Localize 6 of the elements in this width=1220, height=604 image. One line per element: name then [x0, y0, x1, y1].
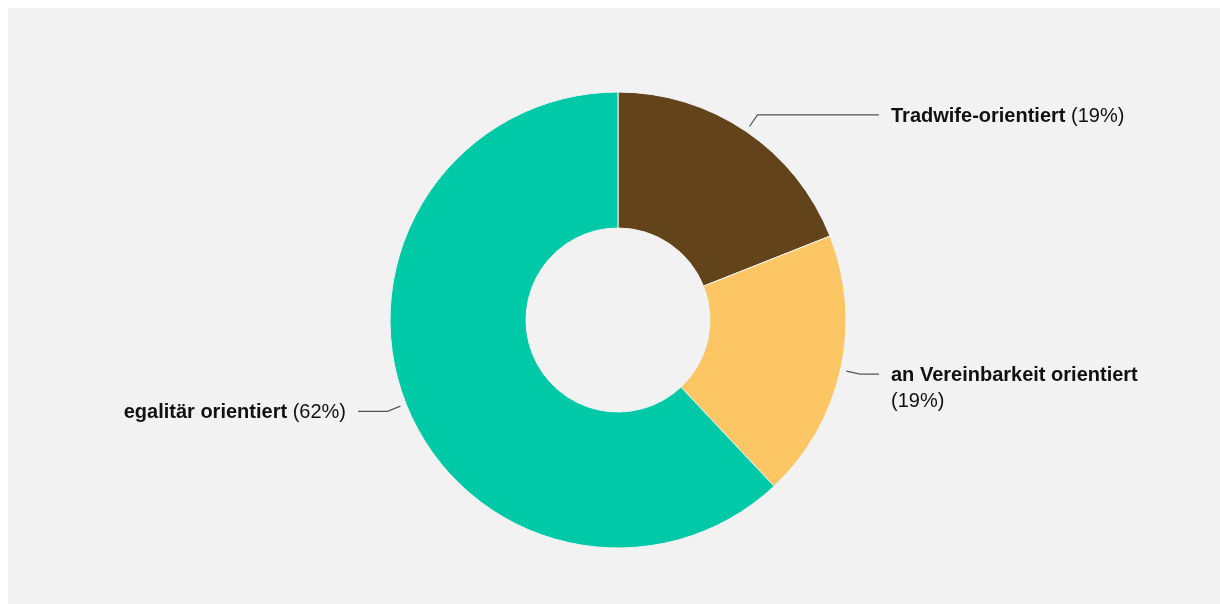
slice-label: an Vereinbarkeit orientiert [891, 363, 1139, 386]
slice-label: Tradwife-orientiert [891, 103, 1066, 126]
data-label: (19%) [891, 389, 945, 412]
data-label: (19%) [1065, 103, 1125, 126]
data-label: (62%) [287, 400, 346, 423]
slice-label: egalitär orientiert [123, 400, 288, 423]
